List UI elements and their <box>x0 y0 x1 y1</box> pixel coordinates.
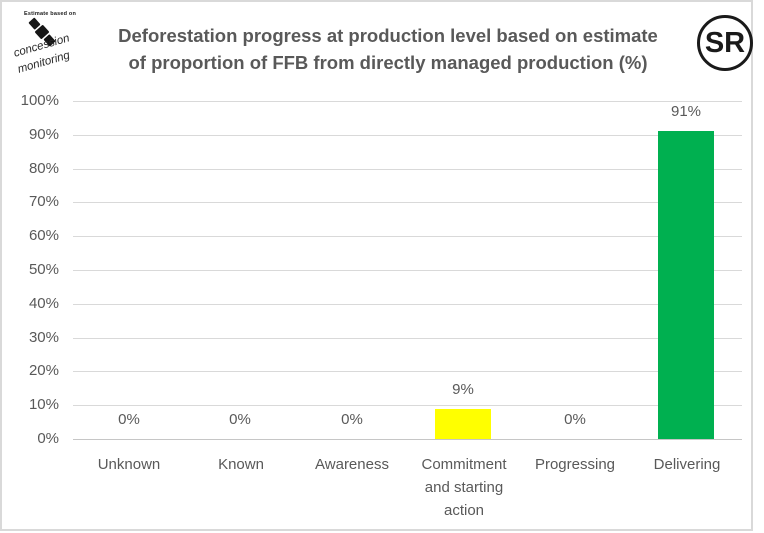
bar-data-label: 0% <box>118 411 140 428</box>
bar-commitment <box>435 409 491 439</box>
x-category-label: Known <box>218 456 264 473</box>
gridline <box>73 135 742 136</box>
y-tick-label: 90% <box>28 126 59 143</box>
x-category-label: Awareness <box>315 456 389 473</box>
y-tick-label: 50% <box>28 261 59 278</box>
logo-tagline: Estimate based on <box>24 11 76 17</box>
gridline <box>73 270 742 271</box>
x-category-label: Unknown <box>97 456 161 473</box>
gridline <box>73 338 742 339</box>
gridline <box>73 101 742 102</box>
y-tick-label: 20% <box>28 362 59 379</box>
gridline <box>73 304 742 305</box>
y-tick-label: 80% <box>28 160 59 177</box>
gridline <box>73 236 742 237</box>
x-category-label: Progressing <box>534 456 616 473</box>
bar-data-label: 0% <box>564 411 586 428</box>
y-tick-label: 0% <box>37 430 59 447</box>
x-category-label: Delivering <box>653 456 721 473</box>
y-tick-label: 30% <box>28 329 59 346</box>
gridline <box>73 169 742 170</box>
x-axis-line <box>73 439 742 440</box>
satellite-icon <box>28 17 56 47</box>
bar-data-label: 91% <box>670 103 702 120</box>
sr-logo-text: SR <box>704 26 746 59</box>
bar-data-label: 0% <box>229 411 251 428</box>
chart-title-line-1: Deforestation progress at production lev… <box>118 25 658 46</box>
bar-delivering <box>658 131 714 439</box>
y-tick-label: 70% <box>28 193 59 210</box>
bar-data-label: 9% <box>452 381 474 398</box>
chart-title-line-2: of proportion of FFB from directly manag… <box>128 52 648 73</box>
concession-monitoring-logo: Estimate based on concession monitoring <box>10 8 82 82</box>
y-tick-label: 100% <box>20 92 59 109</box>
gridline <box>73 405 742 406</box>
sr-logo: SR <box>697 15 753 71</box>
gridline <box>73 202 742 203</box>
chart-title: Deforestation progress at production lev… <box>80 22 696 76</box>
gridline <box>73 371 742 372</box>
y-tick-label: 60% <box>28 227 59 244</box>
bar-data-label: 0% <box>341 411 363 428</box>
y-tick-label: 10% <box>28 396 59 413</box>
y-tick-label: 40% <box>28 295 59 312</box>
x-category-label: Commitment and starting action <box>421 456 507 519</box>
